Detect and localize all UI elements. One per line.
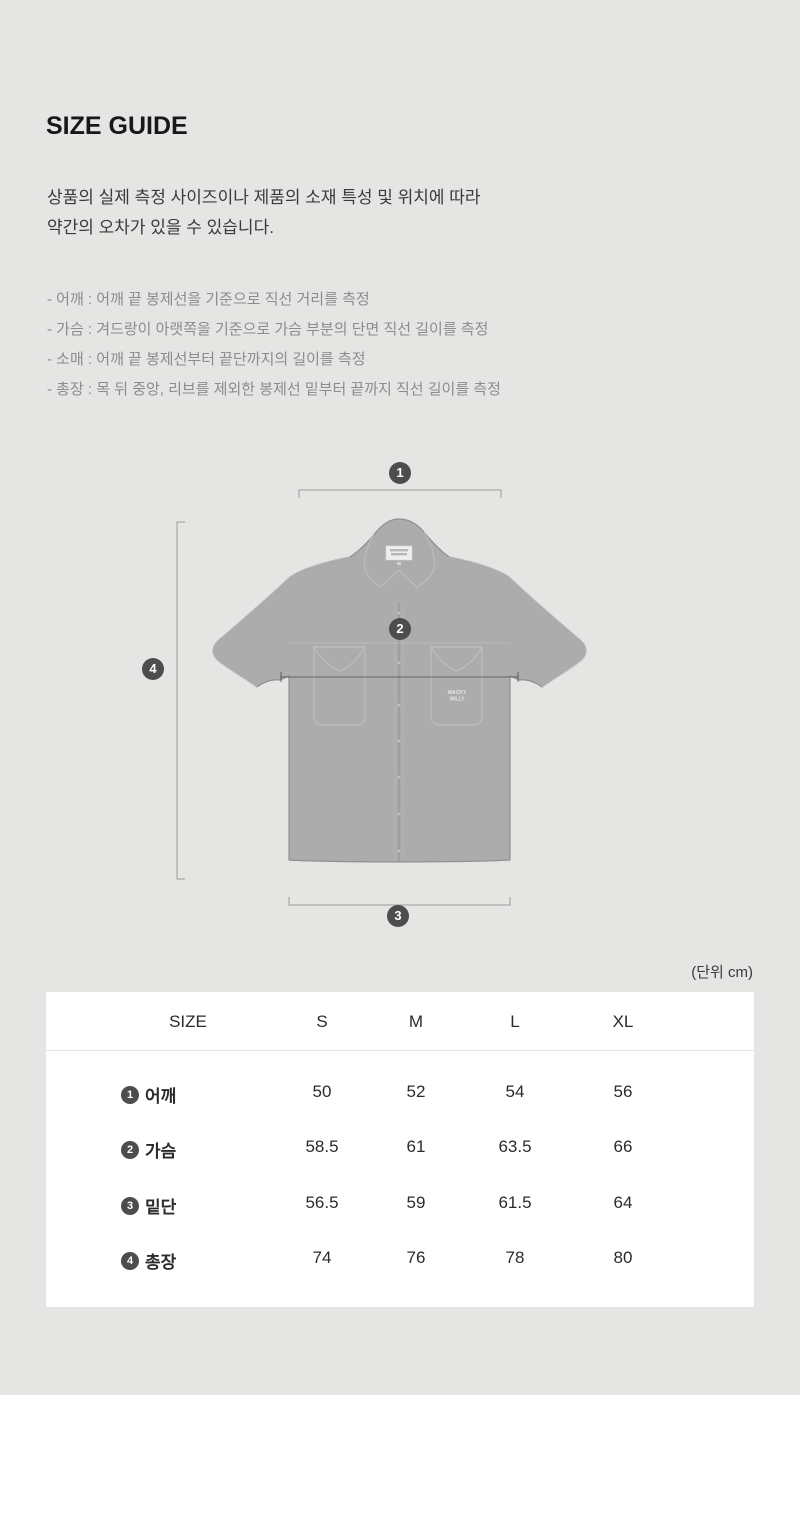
svg-text:WACKY: WACKY [448,690,467,696]
svg-text:WILLY: WILLY [449,697,465,703]
